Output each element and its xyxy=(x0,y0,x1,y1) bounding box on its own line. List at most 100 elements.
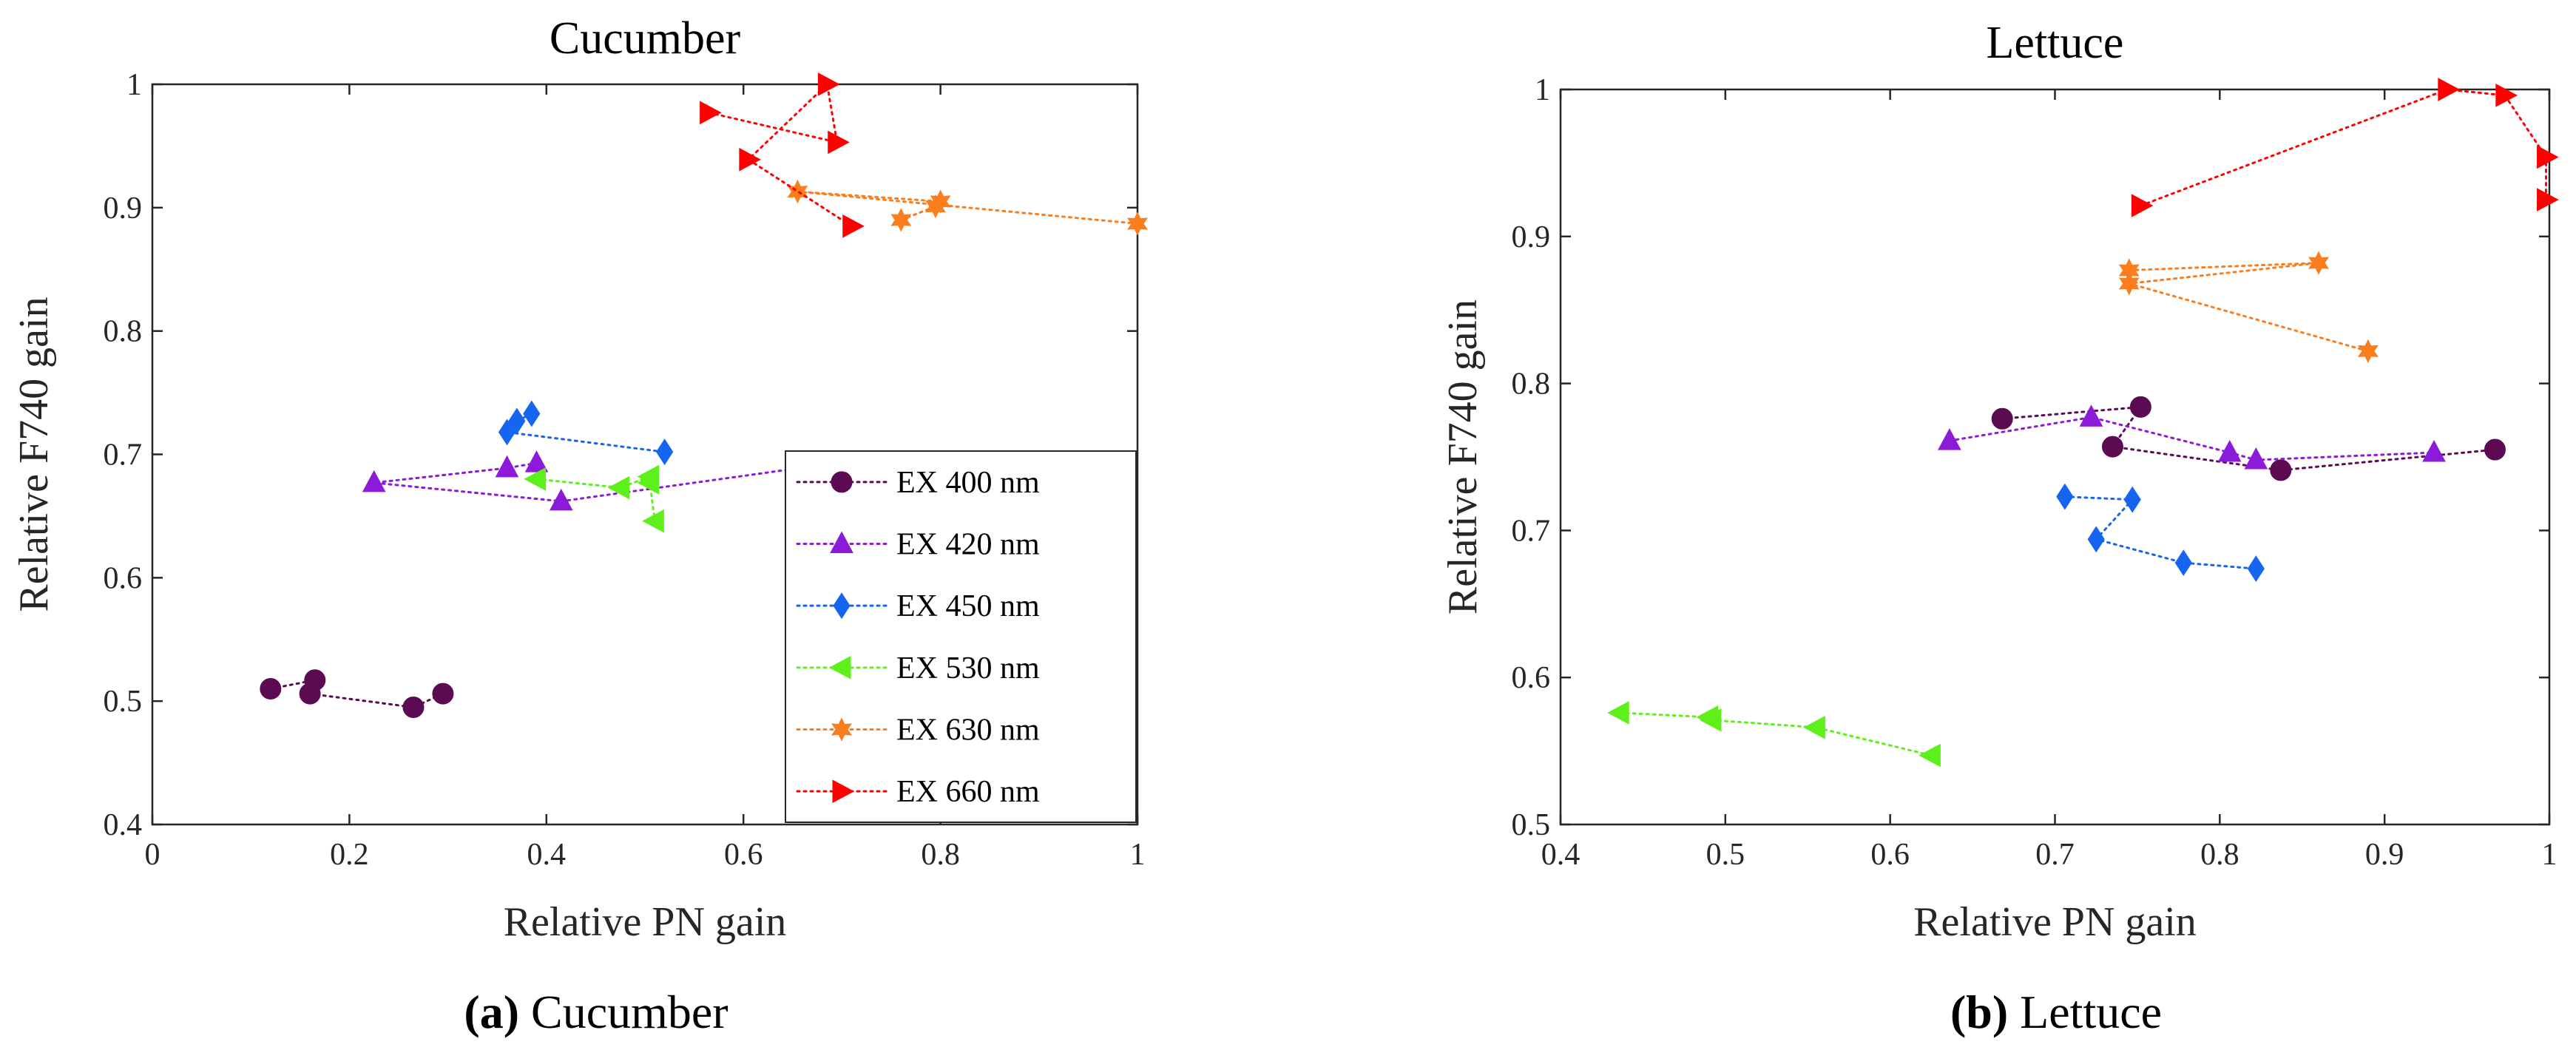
data-point xyxy=(1699,708,1722,732)
data-point xyxy=(2244,447,2268,470)
y-tick-label: 0.6 xyxy=(1512,661,1551,695)
data-point xyxy=(1607,701,1629,725)
data-point xyxy=(2357,339,2379,363)
legend-label: EX 660 nm xyxy=(896,775,1040,809)
y-tick-label: 1 xyxy=(1535,73,1550,107)
y-tick-label: 0.9 xyxy=(104,192,143,226)
x-tick-label: 0.6 xyxy=(1870,838,1910,872)
y-tick-label: 0.8 xyxy=(1512,368,1551,402)
series-ex-660-nm xyxy=(2131,78,2559,217)
x-tick-label: 0.6 xyxy=(724,838,763,872)
legend-marker xyxy=(830,531,853,553)
data-point xyxy=(508,407,526,435)
data-point xyxy=(1919,743,1941,768)
data-point xyxy=(299,682,321,705)
series-line xyxy=(708,81,853,228)
y-tick-label: 0.7 xyxy=(104,438,143,472)
series-ex-530-nm xyxy=(524,464,664,533)
legend-label: EX 630 nm xyxy=(896,714,1040,748)
x-axis-label: Relative PN gain xyxy=(1913,899,2197,945)
data-point xyxy=(2247,555,2265,583)
data-point xyxy=(739,147,761,172)
data-point xyxy=(2118,271,2140,296)
legend-label: EX 450 nm xyxy=(896,589,1040,623)
legend-marker xyxy=(833,592,851,620)
chart-panel-1: 0 0.2 0.4 0.6 0.8 1 0.4 0.5 0.6 0.7 0.8 0.9 1 Cucumbe… xyxy=(11,13,1148,1038)
series-ex-630-nm xyxy=(787,180,1148,236)
panel-caption: (b) Lettuce xyxy=(1950,986,2162,1038)
data-point xyxy=(260,677,282,700)
x-tick-label: 0.5 xyxy=(1706,838,1745,872)
legend-marker xyxy=(831,717,852,742)
legend-label: EX 420 nm xyxy=(896,528,1040,562)
y-tick-label: 0.5 xyxy=(1512,808,1551,842)
x-tick-label: 0.9 xyxy=(2365,838,2404,872)
data-point xyxy=(523,400,541,427)
legend-label: EX 530 nm xyxy=(896,651,1040,685)
legend-box xyxy=(785,450,1137,823)
caption-label: (b) xyxy=(1950,986,2008,1038)
data-point xyxy=(842,214,865,238)
x-tick-label: 0.2 xyxy=(330,838,369,872)
data-point xyxy=(2484,438,2506,461)
series-ex-630-nm xyxy=(2118,251,2379,363)
chart-title: Cucumber xyxy=(550,13,741,64)
data-point xyxy=(549,488,573,511)
data-point xyxy=(524,450,549,472)
data-point xyxy=(2079,404,2103,427)
data-point xyxy=(2056,483,2074,510)
y-tick-label: 1 xyxy=(126,68,142,102)
data-point xyxy=(2087,526,2105,553)
y-tick-label: 0.5 xyxy=(104,685,143,719)
y-tick-label: 0.8 xyxy=(104,315,143,349)
data-point xyxy=(2174,549,2192,577)
data-point xyxy=(495,455,519,478)
data-point xyxy=(642,509,664,533)
data-point xyxy=(817,72,840,96)
x-tick-label: 0 xyxy=(145,838,160,872)
data-point xyxy=(1991,407,2013,430)
data-point xyxy=(2270,459,2292,481)
data-point xyxy=(2495,84,2518,107)
legend-marker xyxy=(828,655,851,680)
chart-title: Lettuce xyxy=(1987,18,2124,68)
series-ex-420-nm xyxy=(1938,404,2446,470)
legend-marker xyxy=(831,471,853,493)
series-line xyxy=(504,412,666,453)
chart-panel-2: 0.4 0.5 0.6 0.7 0.8 0.9 10.50.60.70.80.91Lettu… xyxy=(1440,18,2559,1038)
data-point xyxy=(890,208,912,232)
data-point xyxy=(1938,428,1961,450)
data-point xyxy=(637,471,660,495)
data-point xyxy=(828,130,850,155)
data-point xyxy=(362,470,386,492)
data-point xyxy=(498,419,516,446)
series-ex-400-nm xyxy=(1991,396,2506,481)
caption-label: (a) xyxy=(464,986,519,1038)
legend: EX 400 nm EX 420 nm EX 450 nm EX 530 nm EX 6… xyxy=(785,450,1137,823)
y-tick-label: 0.7 xyxy=(1512,514,1551,548)
y-tick-label: 0.6 xyxy=(104,561,143,595)
data-point xyxy=(2129,396,2151,418)
plot-area xyxy=(1559,88,2551,826)
y-axis-label: Relative F740 gain xyxy=(1440,299,1486,614)
x-tick-label: 1 xyxy=(1130,838,1146,872)
series-ex-660-nm xyxy=(700,72,865,238)
data-point xyxy=(2217,439,2242,462)
data-point xyxy=(432,682,454,705)
data-point xyxy=(1127,211,1148,236)
data-point xyxy=(2422,439,2446,462)
data-point xyxy=(524,467,546,491)
x-tick-label: 0.4 xyxy=(1541,838,1581,872)
data-point xyxy=(700,101,722,125)
x-tick-label: 0.8 xyxy=(921,838,960,872)
y-tick-label: 0.9 xyxy=(1512,220,1551,254)
series-ex-450-nm xyxy=(498,400,674,466)
series-ex-400-nm xyxy=(260,669,454,719)
data-point xyxy=(402,697,425,719)
x-axis-label: Relative PN gain xyxy=(504,899,787,945)
data-point xyxy=(2123,486,2141,513)
caption-text: Cucumber xyxy=(519,986,728,1038)
series-ex-450-nm xyxy=(2056,483,2265,583)
caption-text: Lettuce xyxy=(2008,986,2162,1038)
